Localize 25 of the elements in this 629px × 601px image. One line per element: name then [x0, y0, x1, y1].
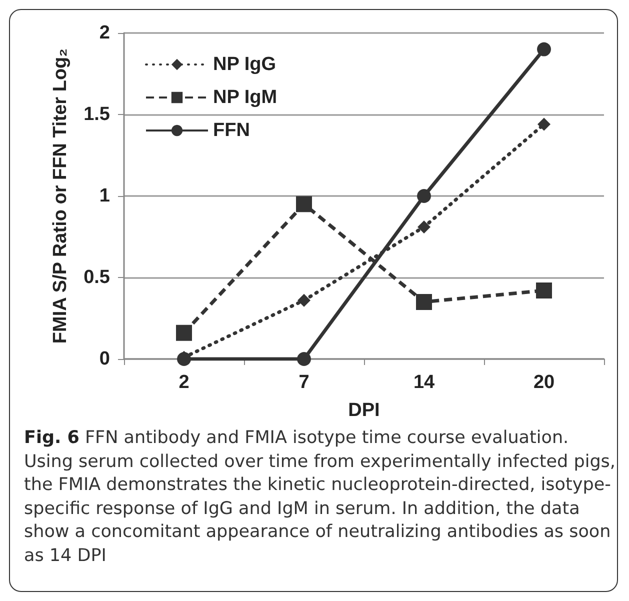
x-tick-label: 20: [533, 372, 555, 393]
point: [296, 196, 312, 212]
y-tick-label: 0: [99, 348, 110, 370]
y-tick-label: 2: [99, 22, 110, 44]
y-tick-label: 1.5: [84, 104, 110, 125]
legend-label: NP IgM: [213, 87, 278, 108]
point: [418, 220, 430, 234]
x-tick-label: 2: [178, 372, 190, 393]
point: [538, 118, 550, 131]
point: [417, 189, 431, 203]
point: [297, 352, 311, 366]
point: [298, 294, 310, 307]
y-tick-label: 0.5: [84, 267, 110, 288]
point: [536, 282, 552, 299]
point: [537, 42, 551, 56]
x-tick-label: 14: [413, 372, 435, 393]
y-tick-label: 1: [99, 186, 110, 206]
point: [176, 324, 192, 341]
y-axis-title: FMIA S/P Ratio or FFN Titer Log₂: [50, 48, 72, 344]
legend-label: NP IgG: [213, 54, 276, 75]
legend-label: FFN: [213, 120, 250, 141]
x-axis-title: DPI: [348, 400, 380, 421]
x-tick-label: 7: [298, 372, 310, 393]
caption: Fig. 6 FFN antibody and FMIA isotype time course evaluation. Using serum collected over time from experimentally infected pigs, the FMIA demonstrates the kinetic nucleoprotein-directed, isotype-specific response of IgG and IgM in serum. In addition, the data show a concomitant appearance of neutralizing antibodies as soon as 14 DPI: [24, 427, 616, 568]
point: [416, 294, 432, 310]
